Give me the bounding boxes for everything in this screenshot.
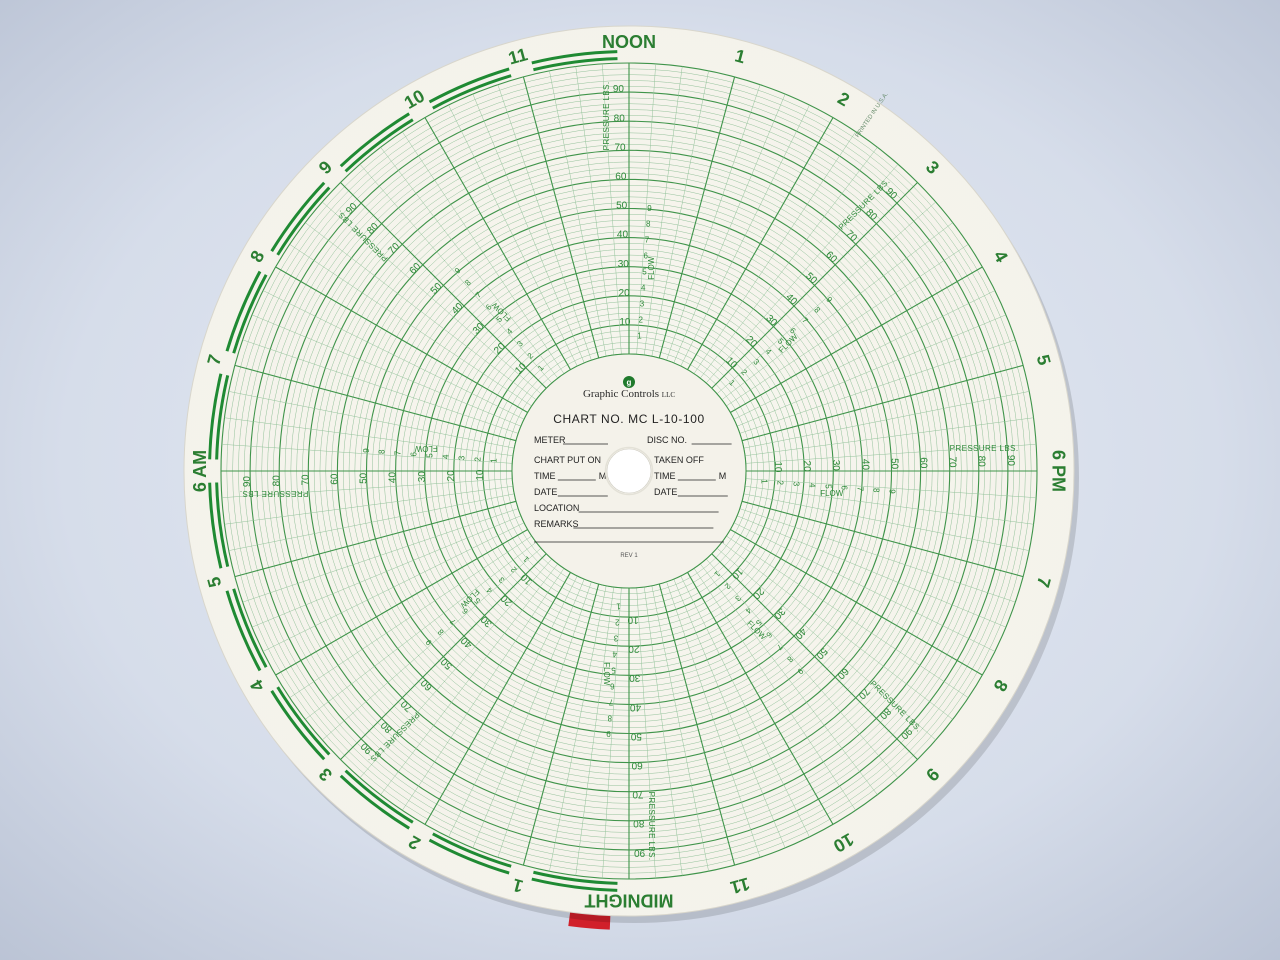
svg-text:80: 80	[271, 475, 282, 487]
svg-text:30: 30	[618, 259, 630, 270]
svg-text:8: 8	[871, 488, 880, 493]
svg-text:50: 50	[888, 458, 899, 470]
svg-text:50: 50	[616, 201, 628, 212]
svg-text:FLOW: FLOW	[820, 489, 844, 498]
svg-text:80: 80	[976, 456, 987, 468]
svg-text:3: 3	[457, 455, 466, 460]
revision-label: REV 1	[620, 553, 638, 559]
svg-text:g: g	[627, 378, 632, 387]
svg-text:TAKEN OFF: TAKEN OFF	[654, 455, 704, 465]
svg-text:90: 90	[613, 84, 625, 95]
hour-label: 6 AM	[190, 450, 210, 492]
svg-text:10: 10	[619, 317, 631, 328]
chart-number: CHART NO. MC L-10-100	[553, 412, 705, 426]
form-field-label: LOCATION	[534, 503, 579, 513]
svg-text:PRESSURE LBS.: PRESSURE LBS.	[647, 792, 656, 861]
hour-label: 6 PM	[1048, 450, 1068, 492]
form-field-label: DATE	[654, 487, 677, 497]
svg-text:8: 8	[646, 220, 651, 229]
svg-text:20: 20	[619, 288, 631, 299]
form-field-label: TIME	[534, 471, 556, 481]
svg-text:PRESSURE LBS.: PRESSURE LBS.	[950, 444, 1019, 453]
svg-text:90: 90	[242, 476, 253, 488]
svg-text:70: 70	[947, 456, 958, 468]
svg-text:70: 70	[300, 474, 311, 486]
svg-text:PRESSURE LBS.: PRESSURE LBS.	[602, 82, 611, 151]
svg-text:60: 60	[330, 473, 341, 485]
svg-text:4: 4	[612, 649, 617, 658]
form-field-label: REMARKS	[534, 519, 579, 529]
form-field-label: DATE	[534, 487, 557, 497]
form-field-label: TIME	[654, 471, 676, 481]
svg-text:50: 50	[359, 472, 370, 484]
svg-text:FLOW: FLOW	[602, 662, 611, 686]
svg-text:40: 40	[630, 701, 642, 712]
svg-text:20: 20	[446, 470, 457, 482]
svg-text:M: M	[719, 471, 727, 481]
stage: 102030405060708090123456789PRESSURE LBS.…	[0, 0, 1280, 960]
svg-text:70: 70	[632, 789, 644, 800]
svg-text:CHART PUT ON: CHART PUT ON	[534, 455, 601, 465]
svg-text:2: 2	[473, 457, 482, 462]
svg-text:40: 40	[388, 472, 399, 484]
svg-text:40: 40	[617, 230, 629, 241]
svg-text:9: 9	[647, 204, 652, 213]
form-field-label: METER	[534, 435, 566, 445]
hour-label: NOON	[602, 32, 656, 52]
svg-text:30: 30	[629, 672, 641, 683]
svg-text:1: 1	[616, 602, 621, 611]
svg-text:8: 8	[607, 713, 612, 722]
svg-text:4: 4	[641, 284, 646, 293]
svg-text:7: 7	[394, 450, 403, 455]
svg-text:2: 2	[776, 480, 785, 485]
brand-label: Graphic Controls LLC	[583, 388, 675, 400]
svg-text:3: 3	[613, 634, 618, 643]
svg-text:50: 50	[630, 730, 642, 741]
svg-text:9: 9	[362, 448, 371, 453]
svg-text:70: 70	[614, 142, 626, 153]
svg-text:4: 4	[442, 454, 451, 459]
svg-text:FLOW: FLOW	[647, 256, 656, 280]
svg-text:10: 10	[627, 614, 639, 625]
svg-text:90: 90	[634, 847, 646, 858]
svg-text:4: 4	[807, 483, 816, 488]
svg-text:10: 10	[475, 469, 486, 481]
svg-text:9: 9	[606, 729, 611, 738]
svg-text:60: 60	[917, 457, 928, 469]
svg-text:20: 20	[801, 461, 812, 473]
svg-text:7: 7	[645, 236, 650, 245]
form-field-label: DISC NO.	[647, 435, 687, 445]
svg-text:90: 90	[1005, 455, 1016, 467]
svg-text:3: 3	[792, 482, 801, 487]
svg-text:80: 80	[614, 113, 626, 124]
svg-text:9: 9	[887, 489, 896, 494]
svg-text:2: 2	[615, 618, 620, 627]
svg-text:PRESSURE LBS.: PRESSURE LBS.	[240, 489, 309, 498]
svg-text:60: 60	[631, 759, 643, 770]
svg-text:30: 30	[417, 471, 428, 483]
svg-text:40: 40	[859, 459, 870, 471]
spindle-hole	[607, 449, 651, 493]
svg-text:30: 30	[830, 460, 841, 472]
svg-text:1: 1	[760, 479, 769, 484]
hour-label: MIDNIGHT	[585, 890, 674, 910]
svg-text:1: 1	[489, 458, 498, 463]
svg-text:10: 10	[772, 461, 783, 473]
svg-text:3: 3	[640, 299, 645, 308]
svg-text:2: 2	[638, 315, 643, 324]
svg-text:60: 60	[615, 172, 627, 183]
svg-text:7: 7	[608, 697, 613, 706]
svg-text:20: 20	[628, 643, 640, 654]
svg-text:7: 7	[855, 487, 864, 492]
svg-text:1: 1	[637, 331, 642, 340]
svg-text:80: 80	[633, 818, 645, 829]
svg-text:FLOW: FLOW	[414, 444, 438, 453]
svg-text:8: 8	[378, 449, 387, 454]
